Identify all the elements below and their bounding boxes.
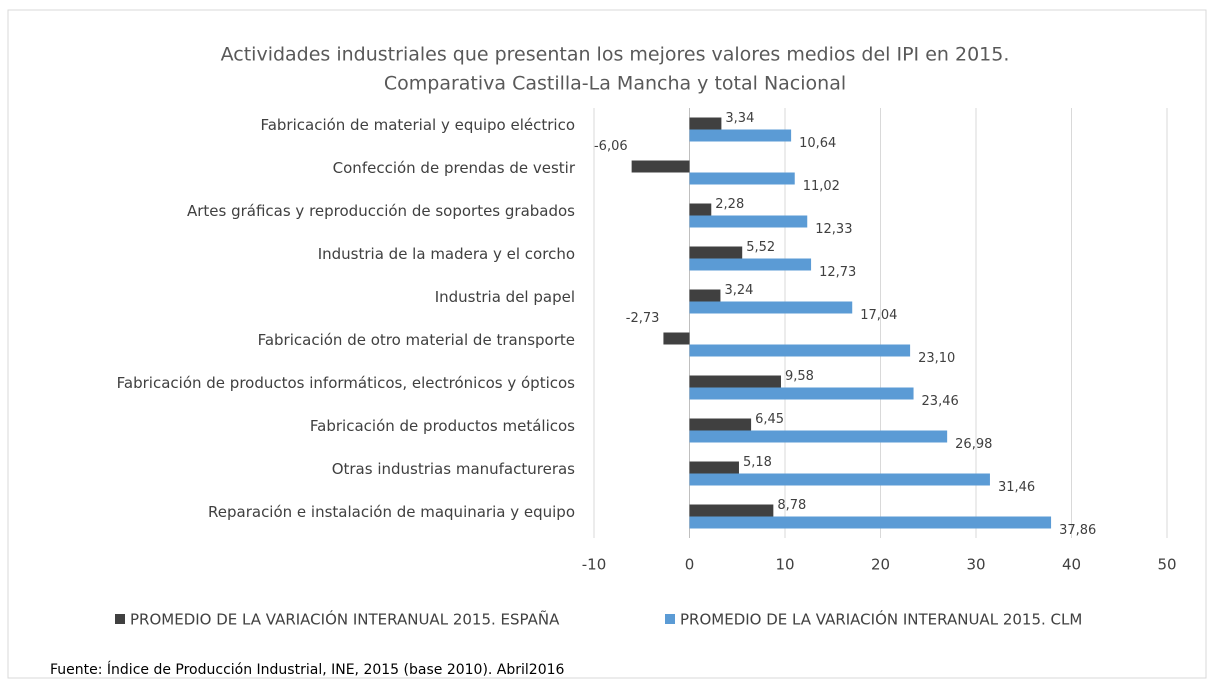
- bar: [689, 504, 774, 517]
- source: Fuente: Índice de Producción Industrial,…: [50, 661, 565, 678]
- bar: [689, 387, 914, 400]
- x-tick-label: 50: [1157, 556, 1176, 574]
- data-label: 3,34: [725, 111, 754, 126]
- data-label: 10,64: [799, 136, 836, 151]
- bar: [689, 258, 812, 271]
- bar: [689, 246, 743, 259]
- bar: [689, 117, 722, 130]
- data-label: 9,58: [785, 369, 814, 384]
- bar: [689, 430, 948, 443]
- x-tick-label: 30: [966, 556, 985, 574]
- data-label: -2,73: [626, 311, 660, 326]
- chart-border: [7, 9, 1207, 679]
- x-tick-label: 40: [1062, 556, 1081, 574]
- y-tick-label: Confección de prendas de vestir: [333, 159, 576, 177]
- data-label: 26,98: [955, 437, 992, 452]
- chart-title: Comparativa Castilla-La Mancha y total N…: [384, 73, 846, 95]
- bar: [689, 418, 752, 431]
- y-tick-label: Fabricación de productos metálicos: [310, 417, 575, 435]
- bar: [689, 473, 990, 486]
- data-label: 6,45: [755, 412, 784, 427]
- bar: [689, 289, 721, 302]
- bar: [631, 160, 690, 173]
- x-tick-label: 20: [871, 556, 890, 574]
- bar: [689, 516, 1052, 529]
- bar: [689, 172, 795, 185]
- data-label: 5,52: [746, 240, 775, 255]
- data-label: 12,73: [819, 265, 856, 280]
- y-tick-label: Otras industrias manufactureras: [332, 460, 575, 478]
- bar: [689, 344, 911, 357]
- chart-title: Actividades industriales que presentan l…: [221, 44, 1010, 66]
- bar: [689, 461, 739, 474]
- y-tick-label: Fabricación de material y equipo eléctri…: [260, 116, 575, 134]
- data-label: -6,06: [594, 139, 628, 154]
- y-tick-label: Reparación e instalación de maquinaria y…: [208, 503, 575, 521]
- bar: [689, 129, 792, 142]
- data-label: 12,33: [815, 222, 852, 237]
- data-label: 23,10: [918, 351, 955, 366]
- y-tick-label: Fabricación de otro material de transpor…: [258, 331, 575, 349]
- bar: [689, 203, 712, 216]
- y-tick-label: Artes gráficas y reproducción de soporte…: [187, 202, 575, 220]
- y-tick-label: Fabricación de productos informáticos, e…: [117, 374, 576, 392]
- data-label: 23,46: [922, 394, 959, 409]
- data-label: 8,78: [777, 498, 806, 513]
- bar: [689, 375, 781, 388]
- data-label: 31,46: [998, 480, 1035, 495]
- y-tick-label: Industria de la madera y el corcho: [318, 245, 575, 263]
- legend-label: PROMEDIO DE LA VARIACIÓN INTERANUAL 2015…: [680, 610, 1082, 629]
- bar: [689, 301, 853, 314]
- data-label: 2,28: [715, 197, 744, 212]
- x-tick-label: 0: [685, 556, 695, 574]
- data-label: 3,24: [724, 283, 753, 298]
- data-label: 11,02: [803, 179, 840, 194]
- data-label: 17,04: [860, 308, 897, 323]
- data-label: 5,18: [743, 455, 772, 470]
- y-tick-label: Industria del papel: [435, 288, 575, 306]
- legend-swatch: [665, 614, 675, 624]
- bar: [663, 332, 690, 345]
- x-tick-label: 10: [775, 556, 794, 574]
- legend-swatch: [115, 614, 125, 624]
- legend-label: PROMEDIO DE LA VARIACIÓN INTERANUAL 2015…: [130, 610, 560, 629]
- x-tick-label: -10: [582, 556, 607, 574]
- data-label: 37,86: [1059, 523, 1096, 538]
- bar: [689, 215, 808, 228]
